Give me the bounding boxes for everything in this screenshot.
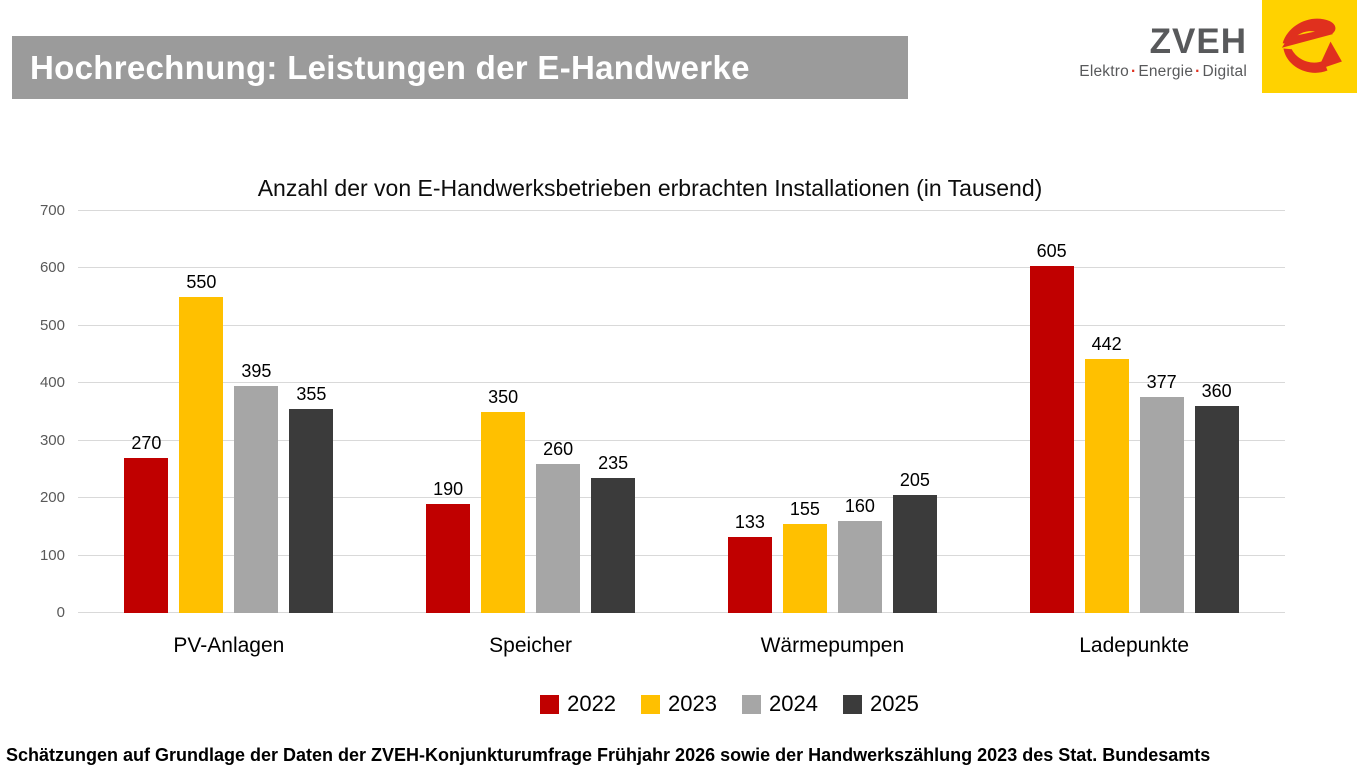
bar-value-label: 190: [433, 478, 464, 499]
logo-tagline: Elektro · Energie · Digital: [1079, 63, 1247, 81]
bar-value-label: 350: [488, 387, 519, 407]
tagline-separator-dot: ·: [1195, 63, 1201, 80]
bar-value-label: 160: [844, 496, 875, 517]
gridline: [78, 210, 1285, 211]
gridline: [78, 439, 1285, 441]
bar-2023: 155: [782, 499, 827, 613]
legend-label: 2024: [769, 691, 818, 716]
legend-label: 2022: [567, 691, 617, 716]
gridline: [78, 324, 1285, 326]
x-axis-category-label: Speicher: [489, 634, 573, 657]
bar-2025: 235: [591, 453, 636, 613]
legend-label: 2025: [869, 691, 919, 716]
bar-2023: 550: [179, 272, 224, 613]
bar-2023: 442: [1084, 334, 1129, 613]
gridline: [78, 554, 1285, 556]
zveh-logo-text: ZVEH Elektro · Energie · Digital: [1079, 24, 1247, 81]
zveh-logo-square: [1262, 0, 1357, 93]
bar-value-label: 360: [1201, 381, 1232, 402]
bar-value-label: 442: [1091, 334, 1122, 355]
tagline-word: Digital: [1202, 63, 1247, 80]
bar-group-ladepunkte: 605 442 377 360: [983, 211, 1285, 613]
category-labels: PV-Anlagen Speicher Wärmepumpen Ladepunkte: [78, 634, 1285, 658]
x-axis-category-label: Wärmepumpen: [760, 634, 905, 657]
bar-2022: 133: [727, 512, 772, 613]
legend-swatch: [540, 694, 560, 714]
chart-title: Anzahl der von E-Handwerksbetrieben erbr…: [257, 175, 1043, 201]
y-axis-tick-label: 400: [39, 374, 65, 392]
tagline-word: Elektro: [1079, 63, 1129, 80]
bar-value-label: 605: [1036, 240, 1067, 261]
zveh-wordmark: ZVEH: [1149, 22, 1247, 61]
bar-value-label: 235: [598, 453, 629, 474]
bar-group-wärmepumpen: 133 155 160 205: [682, 211, 984, 613]
y-axis-tick-label: 700: [39, 202, 65, 219]
bar-2022: 190: [426, 479, 471, 613]
plot-area: 0 100 200 300 400 500 600 700 270 550 395 355 190 350…: [40, 202, 1285, 621]
bar-value-label: 205: [899, 470, 930, 491]
x-axis-category-label: PV-Anlagen: [173, 634, 285, 657]
legend-swatch: [842, 694, 862, 714]
gridline: [78, 267, 1285, 269]
y-axis-tick-label: 600: [39, 259, 65, 277]
bar-value-label: 355: [296, 384, 327, 405]
bar-value-label: 270: [131, 432, 162, 453]
bar-2022: 270: [124, 433, 169, 613]
legend-swatch: [742, 694, 761, 714]
x-axis-category-label: Ladepunkte: [1079, 634, 1190, 657]
legend-item-2025: 2025: [842, 691, 919, 717]
tagline-separator-dot: ·: [1130, 63, 1137, 80]
legend: 2022 2023 2024 2025: [51, 691, 1357, 717]
page-title: Hochrechnung: Leistungen der E-Handwerke: [12, 36, 908, 99]
bar-2025: 355: [289, 384, 334, 613]
bar-value-label: 395: [241, 361, 272, 382]
gridline: [78, 612, 1285, 613]
legend-label: 2023: [668, 691, 717, 716]
y-axis-tick-label: 300: [39, 431, 65, 449]
bar-2022: 605: [1029, 241, 1074, 613]
bar-2024: 160: [837, 496, 882, 613]
bar-group-speicher: 190 350 260 235: [380, 211, 682, 613]
gridline: [78, 497, 1285, 499]
bar-2024: 395: [234, 361, 279, 613]
source-note: Schätzungen auf Grundlage der Daten der …: [6, 745, 1211, 765]
bar-2025: 360: [1194, 381, 1239, 613]
bar-value-label: 550: [186, 272, 217, 293]
zveh-logo-mark: [1281, 18, 1342, 73]
gridline: [78, 382, 1285, 384]
tagline-word: Energie: [1138, 63, 1194, 80]
bar-value-label: 260: [543, 438, 574, 459]
y-axis-tick-label: 0: [56, 604, 65, 621]
bar-value-label: 377: [1146, 371, 1177, 392]
bar-2025: 205: [892, 470, 937, 613]
y-axis-tick-label: 200: [39, 489, 65, 507]
legend-item-2023: 2023: [641, 691, 717, 717]
legend-item-2024: 2024: [742, 691, 818, 717]
legend-item-2022: 2022: [540, 691, 616, 717]
bar-2023: 350: [481, 387, 526, 613]
bar-groups: 270 550 395 355 190 350 260 235 133 155 160 205 605 4…: [78, 211, 1285, 613]
bar-value-label: 133: [734, 511, 765, 532]
bar-2024: 260: [536, 439, 581, 613]
bar-value-label: 155: [789, 499, 820, 519]
y-axis-tick-label: 500: [39, 316, 65, 334]
bar-group-pv-anlagen: 270 550 395 355: [78, 211, 380, 613]
legend-swatch: [641, 694, 661, 714]
y-axis-tick-label: 100: [39, 546, 65, 564]
bar-2024: 377: [1139, 372, 1184, 613]
